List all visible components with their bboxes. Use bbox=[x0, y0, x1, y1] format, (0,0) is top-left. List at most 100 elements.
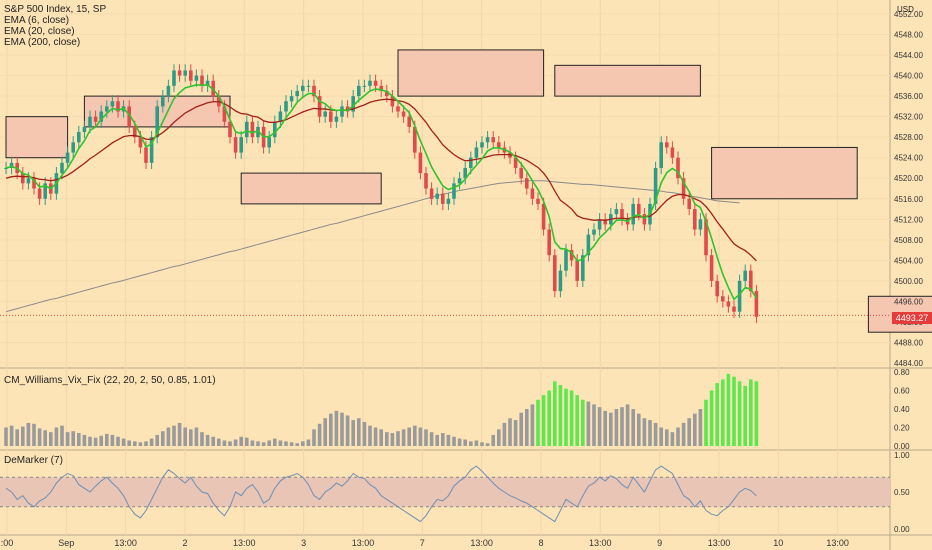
zone-box bbox=[711, 146, 858, 200]
candle-body bbox=[329, 111, 333, 122]
vix-bar bbox=[709, 390, 714, 446]
vix-bar bbox=[558, 384, 563, 446]
candle-body bbox=[323, 111, 327, 117]
vix-bar bbox=[233, 439, 238, 446]
candle-body bbox=[334, 116, 339, 122]
vix-bar bbox=[603, 410, 607, 446]
vix-bar bbox=[749, 379, 753, 446]
price-tick-label: 4544.00 bbox=[894, 51, 923, 60]
candle-body bbox=[161, 96, 165, 107]
vix-bar bbox=[547, 390, 551, 446]
vix-bar bbox=[93, 437, 98, 446]
vix-bar bbox=[323, 418, 327, 446]
vix-bar bbox=[508, 418, 512, 446]
candle-body bbox=[222, 106, 227, 122]
candle-body bbox=[273, 121, 277, 138]
candle-body bbox=[631, 203, 635, 225]
candle-body bbox=[43, 183, 47, 199]
vix-bar bbox=[105, 433, 109, 446]
vix-bar bbox=[631, 409, 635, 446]
demarker-tick-label: 0.00 bbox=[894, 525, 910, 534]
candle-body bbox=[357, 85, 361, 97]
vix-bar bbox=[625, 404, 630, 446]
candle-body bbox=[715, 280, 719, 297]
vix-bar bbox=[99, 435, 103, 446]
vix-bar bbox=[278, 440, 283, 446]
vix-bar bbox=[9, 425, 14, 446]
x-tick-label: 10 bbox=[773, 538, 783, 548]
candle-body bbox=[385, 90, 389, 97]
vix-bar bbox=[256, 441, 260, 446]
price-tick-label: 4528.00 bbox=[894, 133, 923, 142]
candle-body bbox=[82, 126, 87, 133]
candle-body bbox=[233, 137, 238, 153]
candle-body bbox=[373, 80, 378, 86]
vix-fix-legend[interactable]: CM_Williams_Vix_Fix (22, 20, 2, 50, 0.85… bbox=[4, 375, 216, 386]
vix-bar bbox=[312, 429, 316, 446]
candle-body bbox=[592, 229, 596, 235]
zone-box bbox=[240, 172, 382, 205]
candle-body bbox=[418, 152, 423, 174]
vix-bar bbox=[424, 429, 428, 446]
x-tick-label: 13:00 bbox=[233, 538, 256, 548]
candle-body bbox=[446, 198, 451, 204]
x-tick-label: 13:00 bbox=[470, 538, 493, 548]
vix-bar bbox=[345, 415, 350, 446]
chart-title: S&P 500 Index, 15, SP bbox=[4, 4, 107, 15]
vix-bar bbox=[21, 426, 25, 446]
vix-bar bbox=[77, 433, 81, 446]
vix-bar bbox=[71, 431, 75, 446]
vix-bar bbox=[133, 441, 137, 446]
vix-bar bbox=[452, 436, 456, 446]
candle-body bbox=[413, 126, 417, 153]
candle-body bbox=[116, 101, 120, 112]
vix-tick-label: 0.60 bbox=[894, 387, 910, 396]
candle-body bbox=[228, 121, 232, 138]
vix-bar bbox=[295, 443, 299, 446]
price-tick-label: 4548.00 bbox=[894, 31, 923, 40]
candle-body bbox=[379, 85, 383, 91]
candle-body bbox=[704, 219, 708, 256]
candle-body bbox=[452, 183, 456, 199]
legend-ema200[interactable]: EMA (200, close) bbox=[4, 37, 81, 48]
vix-bar bbox=[273, 438, 277, 446]
zone-box bbox=[397, 49, 545, 97]
vix-bar bbox=[614, 409, 619, 446]
x-tick-label: 7 bbox=[420, 538, 425, 548]
vix-bar bbox=[474, 440, 479, 446]
vix-bar bbox=[463, 439, 467, 446]
candle-body bbox=[564, 250, 568, 271]
demarker-legend[interactable]: DeMarker (7) bbox=[4, 455, 63, 466]
vix-bar bbox=[4, 427, 8, 446]
vix-fix-bars bbox=[4, 373, 759, 446]
candle-body bbox=[614, 209, 619, 215]
vix-bar bbox=[88, 436, 92, 446]
candle-body bbox=[642, 214, 647, 225]
vix-bar bbox=[267, 440, 271, 446]
ema200-series bbox=[5, 180, 740, 313]
vix-bar bbox=[228, 441, 232, 446]
price-tick-label: 4496.00 bbox=[894, 297, 923, 306]
candle-body bbox=[721, 296, 725, 302]
candle-body bbox=[105, 106, 109, 112]
vix-bar bbox=[446, 434, 451, 446]
candle-body bbox=[620, 209, 624, 220]
candle-body bbox=[424, 173, 428, 189]
candle-body bbox=[362, 85, 367, 87]
x-tick-label: Sep bbox=[58, 538, 74, 548]
vix-bar bbox=[491, 434, 495, 446]
candle-body bbox=[60, 162, 64, 174]
legend-ema20[interactable]: EMA (20, close) bbox=[4, 26, 75, 37]
vix-bar bbox=[743, 385, 747, 446]
candle-body bbox=[525, 178, 529, 189]
candle-body bbox=[200, 75, 204, 86]
candle-body bbox=[301, 85, 305, 91]
vix-bar bbox=[239, 436, 243, 446]
legend-ema6[interactable]: EMA (6, close) bbox=[4, 15, 70, 26]
vix-bar bbox=[698, 409, 703, 446]
candle-body bbox=[597, 219, 602, 230]
candle-body bbox=[390, 96, 395, 107]
candle-body bbox=[396, 106, 400, 112]
price-tick-label: 4524.00 bbox=[894, 154, 923, 163]
vix-bar bbox=[127, 440, 131, 446]
